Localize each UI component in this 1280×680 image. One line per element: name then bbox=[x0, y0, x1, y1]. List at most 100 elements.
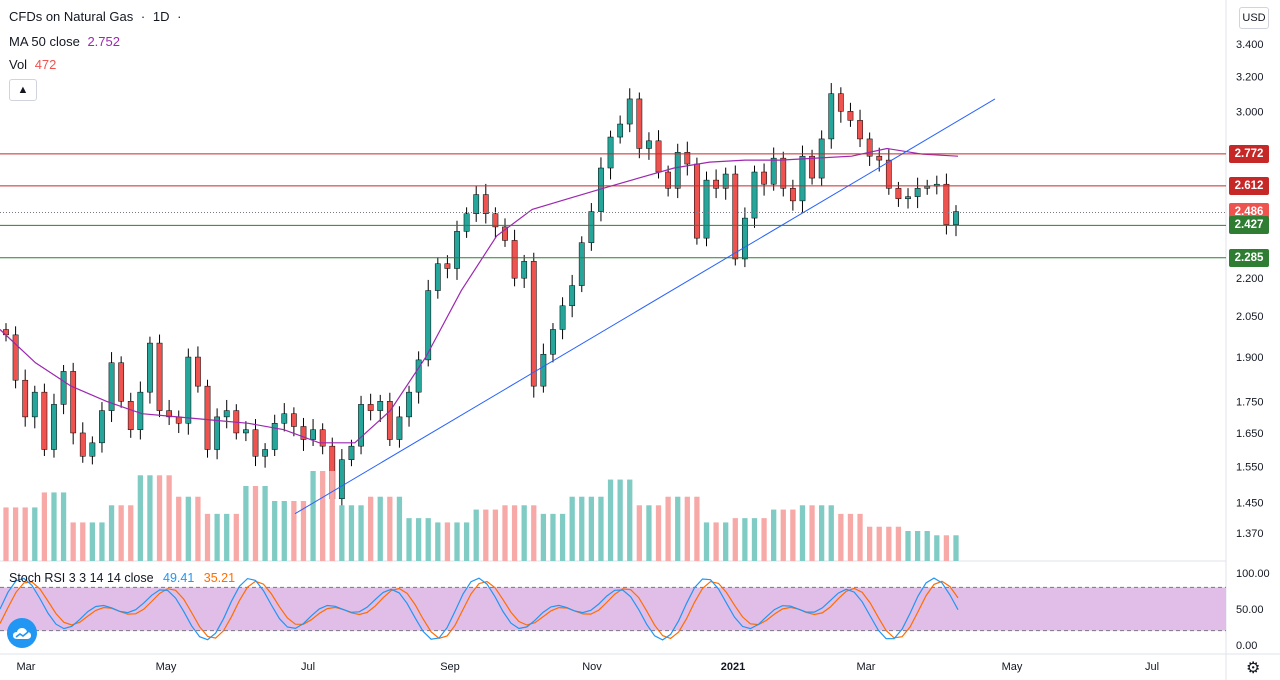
candle-body bbox=[358, 404, 364, 447]
volume-bar bbox=[828, 505, 834, 561]
volume-bar bbox=[799, 505, 806, 561]
stoch-axis-label: 50.00 bbox=[1236, 604, 1264, 616]
volume-bar bbox=[723, 522, 729, 561]
price-tag-support-1: 2.427 bbox=[1229, 216, 1269, 235]
candle-body bbox=[780, 157, 787, 189]
candle-body bbox=[713, 179, 719, 189]
candle-body bbox=[425, 290, 432, 361]
candle-body bbox=[655, 140, 662, 173]
candle-body bbox=[857, 120, 863, 140]
symbol-title[interactable]: CFDs on Natural Gas · 1D · bbox=[9, 9, 185, 24]
volume-bar bbox=[742, 518, 748, 561]
candle-body bbox=[943, 183, 950, 225]
time-axis-label: Mar bbox=[17, 661, 36, 673]
candle-body bbox=[550, 329, 556, 355]
candle-body bbox=[166, 410, 173, 418]
volume-bar bbox=[262, 486, 268, 561]
candle-body bbox=[108, 362, 115, 411]
gear-icon[interactable]: ⚙ bbox=[1246, 660, 1261, 677]
trend-line bbox=[294, 98, 996, 515]
tradingview-logo-icon[interactable] bbox=[7, 618, 37, 648]
candle-body bbox=[569, 285, 576, 307]
candle-body bbox=[367, 404, 374, 411]
candle-body bbox=[732, 173, 739, 260]
candle-body bbox=[799, 155, 806, 202]
volume-bar bbox=[819, 505, 825, 561]
volume-bar bbox=[128, 505, 134, 561]
volume-bar bbox=[627, 479, 633, 561]
volume-bar bbox=[195, 496, 201, 561]
currency-button[interactable]: USD bbox=[1239, 7, 1269, 29]
candle-body bbox=[70, 371, 77, 434]
candle-body bbox=[290, 413, 297, 427]
symbol-name: CFDs on Natural Gas bbox=[9, 9, 134, 24]
volume-bar bbox=[694, 496, 700, 561]
volume-bar bbox=[550, 513, 556, 561]
candle-body bbox=[770, 157, 777, 185]
candle-body bbox=[473, 194, 480, 214]
volume-bar bbox=[214, 513, 220, 561]
volume-bar bbox=[387, 496, 393, 561]
volume-bar bbox=[713, 522, 719, 561]
volume-bar bbox=[521, 505, 527, 561]
candle-body bbox=[559, 305, 566, 330]
volume-bar bbox=[358, 505, 364, 561]
stoch-k-line bbox=[0, 577, 959, 641]
candle-body bbox=[12, 334, 19, 381]
volume-bar bbox=[588, 496, 594, 561]
volume-bar bbox=[51, 492, 57, 561]
candle-body bbox=[492, 213, 499, 228]
volume-bar bbox=[377, 496, 383, 561]
volume-bar bbox=[291, 501, 297, 561]
stoch-d-value: 35.21 bbox=[203, 571, 236, 585]
volume-bar bbox=[492, 509, 499, 561]
volume-bar bbox=[243, 486, 249, 561]
volume-bar bbox=[531, 505, 537, 561]
volume-bar bbox=[473, 509, 479, 561]
price-axis-label: 3.200 bbox=[1236, 72, 1264, 84]
volume-bar bbox=[415, 518, 422, 561]
volume-bar bbox=[348, 505, 355, 561]
volume-bar bbox=[502, 505, 508, 561]
price-tag-support-2: 2.285 bbox=[1229, 248, 1269, 267]
price-axis-label: 2.050 bbox=[1236, 311, 1264, 323]
ma-legend[interactable]: MA 50 close 2.752 bbox=[9, 34, 124, 49]
price-axis-label: 2.200 bbox=[1236, 273, 1264, 285]
volume-bar bbox=[137, 475, 143, 561]
ma-50-line bbox=[0, 147, 959, 444]
vol-legend[interactable]: Vol 472 bbox=[9, 57, 60, 72]
candle-body bbox=[300, 426, 307, 440]
volume-bar bbox=[22, 507, 28, 561]
candle-body bbox=[147, 342, 153, 393]
candle-body bbox=[127, 401, 134, 430]
candle-body bbox=[118, 362, 125, 402]
volume-bar bbox=[924, 531, 930, 561]
candle-body bbox=[386, 401, 393, 440]
price-axis-label: 3.400 bbox=[1236, 39, 1264, 51]
candle-body bbox=[319, 429, 326, 447]
volume-bar bbox=[108, 505, 115, 561]
volume-bar bbox=[953, 535, 959, 561]
stoch-legend[interactable]: Stoch RSI 3 3 14 14 close 49.41 35.21 bbox=[9, 571, 235, 585]
stoch-axis-label: 0.00 bbox=[1236, 640, 1257, 652]
volume-bar bbox=[89, 522, 96, 561]
volume-bar bbox=[60, 492, 67, 561]
candle-body bbox=[837, 93, 844, 112]
candle-body bbox=[809, 155, 815, 179]
volume-bar bbox=[166, 475, 172, 561]
candle-body bbox=[885, 159, 892, 189]
candle-body bbox=[665, 171, 672, 189]
volume-bar bbox=[406, 518, 412, 561]
volume-bar bbox=[396, 496, 403, 561]
candle-body bbox=[626, 98, 633, 125]
candle-body bbox=[694, 163, 700, 239]
candle-body bbox=[51, 404, 57, 450]
collapse-legend-button[interactable]: ▲ bbox=[9, 79, 37, 101]
stoch-label: Stoch RSI 3 3 14 14 close bbox=[9, 571, 154, 585]
candle-body bbox=[953, 211, 959, 225]
volume-bar bbox=[636, 505, 642, 561]
candle-body bbox=[684, 152, 691, 165]
ma-value: 2.752 bbox=[87, 34, 120, 49]
volume-bar bbox=[463, 522, 470, 561]
